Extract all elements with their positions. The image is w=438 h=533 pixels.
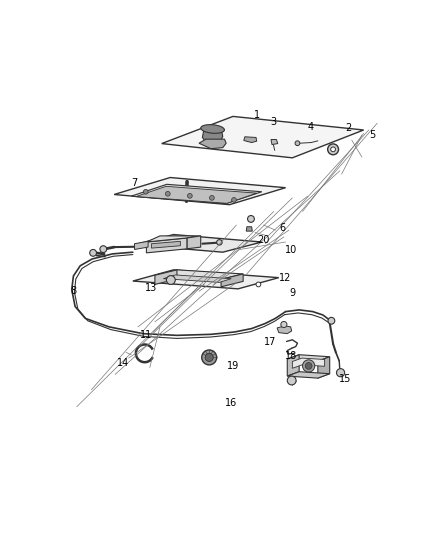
- Polygon shape: [277, 326, 292, 334]
- Text: 17: 17: [264, 337, 276, 347]
- Text: 11: 11: [140, 330, 152, 341]
- Polygon shape: [318, 357, 330, 378]
- Circle shape: [328, 317, 335, 324]
- Polygon shape: [163, 275, 231, 282]
- Polygon shape: [287, 354, 330, 361]
- Polygon shape: [199, 139, 226, 149]
- Circle shape: [247, 215, 254, 222]
- Circle shape: [336, 369, 345, 377]
- Polygon shape: [131, 184, 262, 204]
- Polygon shape: [202, 128, 223, 144]
- Text: 10: 10: [285, 246, 297, 255]
- Polygon shape: [271, 140, 278, 144]
- Text: 3: 3: [271, 117, 277, 126]
- Text: 13: 13: [145, 283, 158, 293]
- Circle shape: [100, 246, 107, 253]
- Polygon shape: [134, 235, 262, 252]
- Text: 6: 6: [279, 223, 285, 233]
- Text: 19: 19: [227, 361, 239, 371]
- Polygon shape: [246, 227, 252, 231]
- Text: 4: 4: [308, 122, 314, 132]
- Polygon shape: [136, 187, 257, 203]
- Polygon shape: [155, 270, 177, 285]
- Text: 2: 2: [345, 123, 352, 133]
- Polygon shape: [155, 270, 243, 279]
- Ellipse shape: [201, 125, 224, 133]
- Text: 9: 9: [290, 288, 295, 298]
- Text: 16: 16: [225, 398, 237, 408]
- Circle shape: [256, 282, 261, 287]
- Text: 8: 8: [71, 286, 77, 296]
- Polygon shape: [134, 241, 148, 249]
- Circle shape: [202, 350, 217, 365]
- Text: 12: 12: [279, 273, 292, 282]
- Circle shape: [295, 141, 300, 146]
- Polygon shape: [146, 236, 201, 242]
- Circle shape: [143, 189, 148, 194]
- Circle shape: [166, 276, 175, 285]
- Circle shape: [90, 249, 96, 256]
- Circle shape: [281, 321, 287, 328]
- Polygon shape: [287, 354, 299, 376]
- Polygon shape: [244, 137, 257, 142]
- Polygon shape: [293, 358, 325, 368]
- Polygon shape: [287, 372, 330, 378]
- Circle shape: [217, 240, 222, 245]
- Circle shape: [305, 362, 312, 369]
- Text: 15: 15: [339, 375, 351, 384]
- Polygon shape: [152, 241, 180, 248]
- Text: 14: 14: [117, 358, 129, 368]
- Polygon shape: [187, 236, 201, 249]
- Circle shape: [205, 353, 213, 361]
- Text: 5: 5: [369, 130, 375, 140]
- Circle shape: [232, 198, 237, 203]
- Polygon shape: [133, 270, 279, 289]
- Circle shape: [187, 193, 192, 198]
- Text: 7: 7: [131, 177, 138, 188]
- Circle shape: [328, 144, 339, 155]
- Circle shape: [287, 376, 296, 385]
- Text: 1: 1: [254, 110, 260, 120]
- Circle shape: [303, 360, 315, 372]
- Polygon shape: [114, 177, 286, 205]
- Text: 20: 20: [257, 235, 270, 245]
- Text: 18: 18: [285, 351, 297, 361]
- Polygon shape: [146, 238, 187, 253]
- Polygon shape: [162, 116, 364, 158]
- Circle shape: [209, 196, 214, 200]
- Polygon shape: [221, 274, 243, 287]
- Circle shape: [331, 147, 336, 152]
- Circle shape: [166, 191, 170, 196]
